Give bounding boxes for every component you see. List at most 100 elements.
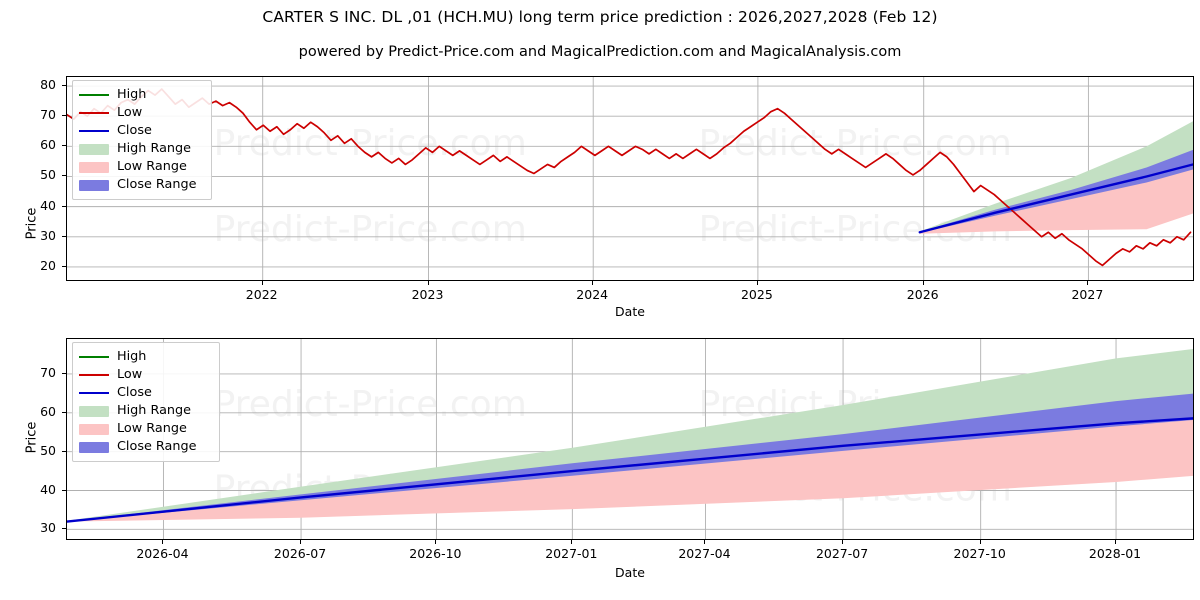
x-tick-mark (922, 281, 924, 285)
legend-item-label: Close (117, 123, 152, 138)
legend-item-label: Low (117, 367, 143, 382)
bottom-chart-y-tick-label: 60 (40, 403, 56, 419)
bottom-chart-x-tick-label: 2027-01 (545, 546, 598, 561)
bottom-chart-x-tick-label: 2028-01 (1088, 546, 1142, 561)
legend-item-label: High (117, 87, 147, 102)
bottom-chart-x-tick-label: 2027-10 (953, 546, 1006, 561)
x-tick-mark (162, 540, 164, 544)
top-chart-legend-item-low[interactable]: Low (79, 104, 203, 122)
page-title: CARTER S INC. DL ,01 (HCH.MU) long term … (262, 8, 938, 26)
top-chart-plot-area: Predict-Price.com Predict-Price.com Predic… (66, 76, 1194, 281)
top-chart-x-tick-label: 2026 (906, 287, 939, 302)
legend-item-label: Close Range (117, 439, 197, 454)
bottom-chart-legend-item-high-range[interactable]: High Range (79, 402, 211, 420)
legend-item-label: Close (117, 385, 152, 400)
y-tick-mark (62, 235, 66, 237)
series-line-close (918, 163, 1193, 234)
legend-item-label: High Range (117, 141, 192, 156)
x-tick-mark (592, 281, 594, 285)
x-tick-mark (435, 540, 437, 544)
bottom-chart-legend-item-low[interactable]: Low (79, 366, 211, 384)
top-chart-y-tick-label: 80 (40, 77, 56, 93)
y-tick-mark (62, 115, 66, 117)
y-tick-mark (62, 489, 66, 491)
y-tick-mark (62, 265, 66, 267)
top-chart-legend-item-high-range[interactable]: High Range (79, 140, 203, 158)
series-line-close (67, 417, 1193, 523)
bottom-chart-y-tick-label: 30 (40, 520, 56, 536)
legend-patch-swatch (79, 423, 109, 435)
top-chart-legend-item-high[interactable]: High (79, 86, 203, 104)
x-tick-mark (756, 281, 758, 285)
x-tick-mark (1087, 281, 1089, 285)
y-tick-mark (62, 450, 66, 452)
top-chart-y-tick-label: 20 (40, 257, 56, 273)
bottom-chart-x-tick-label: 2026-07 (273, 546, 327, 561)
bottom-chart-legend-item-low-range[interactable]: Low Range (79, 420, 211, 438)
top-chart-legend[interactable]: High Low Close High Range Low Range Close Ran… (72, 80, 212, 200)
top-chart-y-tick-label: 40 (40, 197, 56, 213)
x-tick-mark (571, 540, 573, 544)
top-chart-x-tick-label: 2027 (1071, 287, 1104, 302)
top-chart-y-tick-label: 70 (40, 107, 56, 123)
top-chart-legend-item-close[interactable]: Close (79, 122, 203, 140)
x-tick-mark (427, 281, 429, 285)
top-chart-legend-item-close-range[interactable]: Close Range (79, 176, 203, 194)
bottom-chart-legend-item-high[interactable]: High (79, 348, 211, 366)
bottom-chart-legend[interactable]: High Low Close High Range Low Range Close Ran… (72, 342, 220, 462)
top-chart-y-axis-label: Price (24, 207, 40, 240)
page-subtitle: powered by Predict-Price.com and Magical… (298, 44, 902, 60)
legend-item-label: Low Range (117, 421, 187, 436)
legend-line-swatch (79, 374, 109, 376)
x-tick-mark (842, 540, 844, 544)
bottom-chart-svg: Predict-Price.comPredict-Price.comPredic… (67, 339, 1193, 539)
top-chart-y-tick-label: 60 (40, 137, 56, 153)
top-chart-svg: Predict-Price.com Predict-Price.com Predic… (67, 77, 1193, 280)
legend-item-label: Close Range (117, 177, 197, 192)
legend-patch-swatch (79, 143, 109, 155)
bottom-chart-plot-area: Predict-Price.comPredict-Price.comPredic… (66, 338, 1194, 540)
top-chart-x-tick-label: 2023 (411, 287, 444, 302)
series-line-low-cont- (918, 151, 1192, 267)
y-tick-mark (62, 145, 66, 147)
legend-item-label: High Range (117, 403, 192, 418)
bottom-chart-x-tick-label: 2027-07 (815, 546, 869, 561)
bottom-chart-y-tick-label: 70 (40, 364, 56, 380)
legend-item-label: Low (117, 105, 143, 120)
bottom-chart-x-tick-label: 2026-10 (409, 546, 462, 561)
legend-patch-swatch (79, 161, 109, 173)
legend-patch-swatch (79, 441, 109, 453)
top-chart-y-tick-label: 30 (40, 227, 56, 243)
bottom-chart-legend-item-close[interactable]: Close (79, 384, 211, 402)
legend-line-swatch (79, 94, 109, 96)
watermark-text: Predict-Price.com (699, 123, 1012, 164)
band-close-range (919, 149, 1193, 233)
x-tick-mark (979, 540, 981, 544)
top-chart-x-tick-label: 2022 (245, 287, 278, 302)
bottom-chart-y-tick-label: 40 (40, 481, 56, 497)
bottom-chart-x-tick-label: 2027-04 (678, 546, 731, 561)
legend-item-label: High (117, 349, 147, 364)
x-tick-mark (261, 281, 263, 285)
band-close-range (67, 393, 1193, 522)
bottom-chart-legend-item-close-range[interactable]: Close Range (79, 438, 211, 456)
top-chart-x-tick-label: 2024 (576, 287, 609, 302)
top-chart-x-axis-label: Date (615, 304, 645, 319)
watermark-text: Predict-Price.com (214, 209, 527, 250)
bottom-chart-x-tick-label: 2026-04 (136, 546, 189, 561)
legend-item-label: Low Range (117, 159, 187, 174)
bottom-chart-x-axis-label: Date (615, 565, 645, 580)
y-tick-mark (62, 85, 66, 87)
watermark-text: Predict-Price.com (214, 384, 527, 425)
legend-patch-swatch (79, 179, 109, 191)
top-chart-y-tick-label: 50 (40, 167, 56, 183)
legend-line-swatch (79, 356, 109, 358)
x-tick-mark (1115, 540, 1117, 544)
top-chart-x-tick-label: 2025 (740, 287, 773, 302)
legend-line-swatch (79, 392, 109, 394)
y-tick-mark (62, 175, 66, 177)
y-tick-mark (62, 528, 66, 530)
top-chart-legend-item-low-range[interactable]: Low Range (79, 158, 203, 176)
